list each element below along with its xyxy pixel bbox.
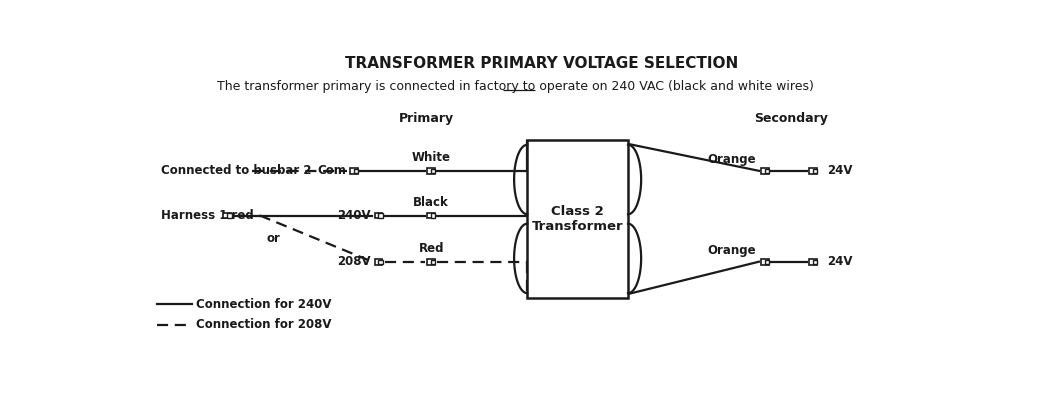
Bar [527,140,628,298]
Text: TRANSFORMER PRIMARY VOLTAGE SELECTION: TRANSFORMER PRIMARY VOLTAGE SELECTION [344,56,738,71]
Text: or: or [266,232,280,245]
Bar [431,214,435,218]
Text: Com: Com [317,164,346,177]
Text: 24V: 24V [827,164,852,177]
Text: Orange: Orange [708,153,756,166]
Bar [813,260,817,264]
Text: The transformer primary is connected in factory to operate on 240 VAC (black and: The transformer primary is connected in … [218,80,814,93]
Text: Harness 1 red: Harness 1 red [162,209,254,222]
Text: Secondary: Secondary [754,112,828,125]
Bar [378,214,382,218]
Text: Red: Red [418,242,444,255]
Text: Connected to busbar 2: Connected to busbar 2 [162,164,312,177]
Bar [428,259,435,264]
Text: Connection for 208V: Connection for 208V [196,318,332,331]
Bar [431,260,435,264]
Bar [813,169,817,173]
Text: Class 2
Transformer: Class 2 Transformer [532,205,623,233]
Text: Black: Black [413,196,449,208]
Bar [224,213,231,218]
Bar [766,260,770,264]
Bar [375,259,382,264]
Bar [428,213,435,218]
Text: White: White [412,151,451,164]
Bar [227,214,231,218]
Bar [761,259,769,264]
Text: 208V: 208V [337,255,371,268]
Bar [761,168,769,174]
Bar [428,168,435,174]
Text: Orange: Orange [708,244,756,256]
Bar [809,168,817,174]
Bar [766,169,770,173]
Bar [350,168,358,174]
Bar [431,169,435,173]
Text: Primary: Primary [399,112,454,125]
Bar [354,169,358,173]
Text: 24V: 24V [827,255,852,268]
Bar [378,260,382,264]
Bar [375,213,382,218]
Text: Connection for 240V: Connection for 240V [196,297,332,310]
Bar [809,259,817,264]
Text: 240V: 240V [337,209,371,222]
